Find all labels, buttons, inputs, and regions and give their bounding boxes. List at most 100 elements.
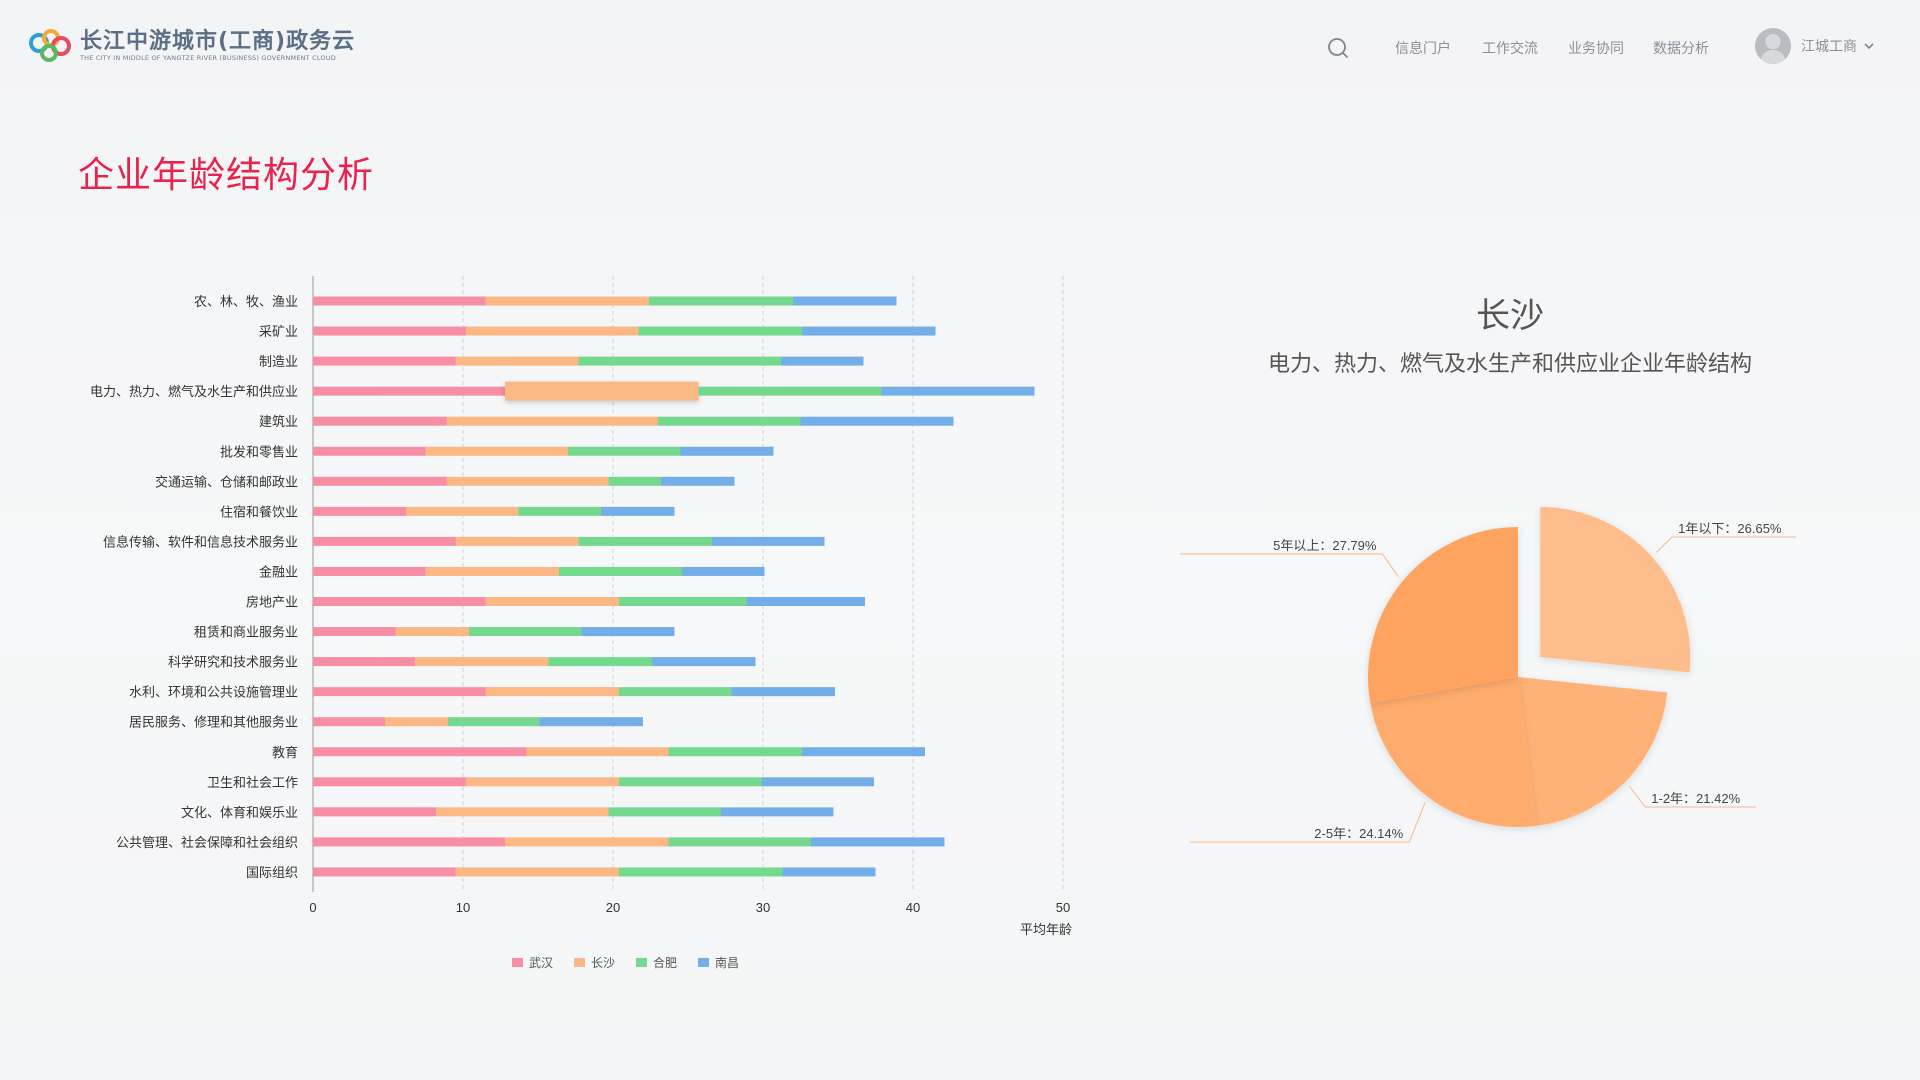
pie-slice[interactable] [1540, 506, 1691, 673]
bar-segment[interactable] [746, 597, 866, 606]
pie-slice[interactable] [1518, 677, 1668, 826]
bar-segment[interactable] [658, 416, 801, 426]
nav-item-work-exchange[interactable]: 工作交流 [1482, 41, 1538, 57]
search-icon[interactable] [1326, 36, 1350, 60]
bar-segment[interactable] [578, 356, 782, 366]
bar-segment[interactable] [800, 416, 954, 426]
legend-label[interactable]: 长沙 [591, 956, 615, 970]
bar-segment[interactable] [448, 717, 540, 727]
bar-segment[interactable] [649, 296, 793, 306]
bar-segment[interactable] [793, 296, 897, 306]
bar-segment[interactable] [698, 386, 882, 396]
bar-segment[interactable] [668, 747, 803, 757]
bar-segment[interactable] [313, 627, 396, 637]
logo[interactable]: 长江中游城市(工商)政务云 THE CITY IN MIDDLE OF YANG… [28, 28, 355, 64]
legend-swatch[interactable] [574, 957, 585, 967]
avatar[interactable] [1755, 28, 1791, 64]
bar-segment[interactable] [313, 657, 415, 667]
bar-segment[interactable] [406, 506, 519, 516]
bar-segment[interactable] [485, 296, 650, 306]
bar-segment[interactable] [661, 476, 735, 486]
bar-segment[interactable] [539, 717, 644, 727]
bar-segment[interactable] [313, 386, 505, 396]
bar-segment[interactable] [313, 717, 385, 727]
bar-segment[interactable] [668, 837, 812, 847]
bar-segment[interactable] [781, 356, 864, 366]
bar-segment[interactable] [721, 807, 834, 817]
bar-segment[interactable] [619, 777, 762, 787]
bar-segment[interactable] [466, 326, 639, 336]
bar-segment[interactable] [568, 446, 681, 456]
bar-segment[interactable] [313, 687, 486, 697]
bar-segment[interactable] [313, 566, 426, 576]
bar-segment[interactable] [578, 536, 713, 546]
bar-segment[interactable] [881, 386, 1035, 396]
pie-slice[interactable] [1368, 527, 1518, 704]
bar-segment[interactable] [505, 837, 669, 847]
legend-label[interactable]: 合肥 [653, 955, 677, 970]
bar-segment[interactable] [313, 777, 466, 787]
bar-segment[interactable] [811, 837, 945, 847]
legend-label[interactable]: 南昌 [715, 955, 739, 970]
bar-segment[interactable] [313, 807, 436, 817]
bar-segment[interactable] [802, 326, 936, 336]
legend-swatch[interactable] [698, 957, 709, 967]
bar-segment[interactable] [446, 416, 659, 426]
bar-segment[interactable] [802, 747, 925, 757]
bar-segment[interactable] [619, 867, 783, 877]
bar-segment[interactable] [608, 476, 662, 486]
bar-segment[interactable] [395, 627, 470, 637]
bar-segment[interactable] [469, 627, 582, 637]
pie-slice[interactable] [1370, 677, 1537, 827]
bar-segment[interactable] [505, 381, 699, 401]
bar-segment[interactable] [313, 506, 406, 516]
bar-segment[interactable] [682, 566, 765, 576]
bar-segment[interactable] [581, 627, 675, 637]
bar-segment[interactable] [761, 777, 875, 787]
chevron-down-icon[interactable] [1863, 40, 1875, 52]
bar-segment[interactable] [313, 356, 456, 366]
bar-segment[interactable] [485, 597, 620, 606]
bar-segment[interactable] [436, 807, 609, 817]
bar-segment[interactable] [455, 867, 620, 877]
bar-segment[interactable] [608, 807, 722, 817]
bar-segment[interactable] [680, 446, 774, 456]
bar-segment[interactable] [313, 296, 486, 306]
bar-segment[interactable] [313, 326, 466, 336]
bar-segment[interactable] [313, 747, 526, 757]
bar-segment[interactable] [313, 416, 447, 426]
bar-segment[interactable] [601, 506, 675, 516]
user-menu[interactable]: 江城工商 [1755, 28, 1875, 64]
legend-swatch[interactable] [512, 957, 523, 967]
bar-segment[interactable] [466, 777, 619, 787]
bar-segment[interactable] [548, 657, 653, 667]
nav-item-data-analysis[interactable]: 数据分析 [1653, 41, 1709, 57]
bar-segment[interactable] [446, 476, 609, 486]
bar-segment[interactable] [313, 867, 456, 877]
bar-segment[interactable] [313, 476, 447, 486]
bar-segment[interactable] [485, 687, 620, 697]
bar-segment[interactable] [313, 536, 456, 546]
bar-segment[interactable] [455, 356, 579, 366]
bar-segment[interactable] [455, 536, 579, 546]
bar-segment[interactable] [619, 597, 747, 606]
bar-segment[interactable] [313, 837, 505, 847]
legend-swatch[interactable] [636, 957, 647, 967]
bar-segment[interactable] [559, 566, 682, 576]
bar-segment[interactable] [712, 536, 825, 546]
bar-segment[interactable] [415, 657, 549, 667]
legend-label[interactable]: 武汉 [529, 956, 553, 970]
bar-segment[interactable] [782, 867, 876, 877]
bar-segment[interactable] [313, 597, 486, 606]
nav-item-collaboration[interactable]: 业务协同 [1568, 41, 1624, 57]
bar-segment[interactable] [652, 657, 756, 667]
bar-segment[interactable] [731, 687, 836, 697]
bar-segment[interactable] [619, 687, 732, 697]
nav-item-portal[interactable]: 信息门户 [1395, 41, 1451, 57]
bar-segment[interactable] [385, 717, 448, 727]
bar-segment[interactable] [638, 326, 803, 336]
bar-segment[interactable] [518, 506, 602, 516]
bar-segment[interactable] [313, 446, 426, 456]
bar-segment[interactable] [425, 446, 569, 456]
bar-segment[interactable] [425, 566, 560, 576]
